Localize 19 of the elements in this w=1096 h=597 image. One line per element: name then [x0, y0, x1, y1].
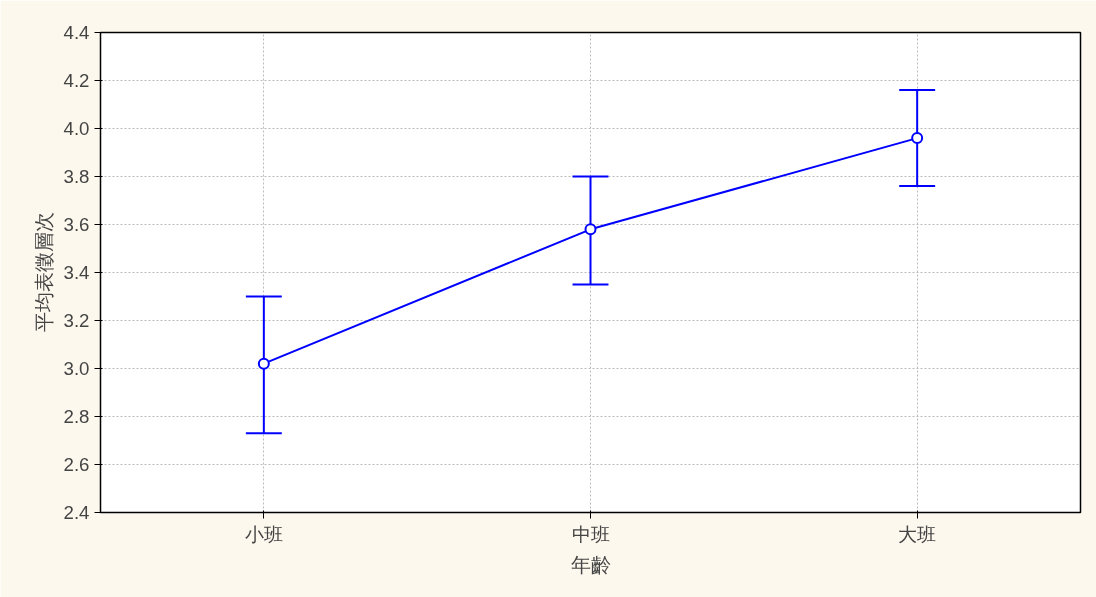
- y-tick-label: 2.4: [63, 502, 90, 523]
- point: [584, 223, 597, 236]
- y-tick-label: 3.8: [63, 166, 90, 187]
- y-tick-label: 3.2: [63, 310, 90, 331]
- y-tick-label: 3.4: [63, 262, 90, 283]
- y-tick-label: 4.0: [63, 118, 90, 139]
- y-tick-label: 4.2: [63, 70, 90, 91]
- x-tick-label: 中班: [571, 523, 610, 545]
- y-tick-label: 2.6: [63, 454, 90, 475]
- x-tick-label: 小班: [244, 523, 283, 545]
- x-tick-label: 大班: [898, 523, 937, 545]
- y-tick-label: 3.6: [63, 214, 90, 235]
- y-axis-title: 平均表徵層次: [31, 212, 56, 333]
- y-tick-label: 3.0: [63, 358, 90, 379]
- x-axis-title: 年齡: [570, 552, 611, 577]
- y-tick-label: 2.8: [63, 406, 90, 427]
- y-tick-label: 4.4: [63, 22, 90, 43]
- point: [257, 357, 270, 370]
- point: [911, 132, 924, 145]
